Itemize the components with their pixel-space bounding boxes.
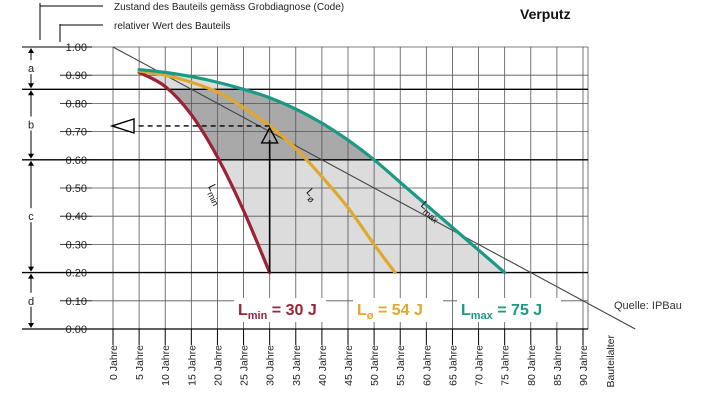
- class-label: c: [28, 211, 34, 223]
- x-tick-label: 10 Jahre: [160, 345, 172, 386]
- x-tick-label: 25 Jahre: [239, 345, 251, 386]
- shade-dark: [167, 89, 375, 160]
- y-tick-label: 0.90: [66, 70, 87, 82]
- x-tick-label: 70 Jahre: [474, 345, 486, 386]
- x-tick-label: 65 Jahre: [447, 345, 459, 386]
- x-tick-label: 35 Jahre: [291, 345, 303, 386]
- legend-bg: [234, 298, 326, 322]
- x-tick-label: 45 Jahre: [343, 345, 355, 386]
- x-tick-label: 15 Jahre: [186, 345, 198, 386]
- legend-bg: [457, 298, 561, 322]
- class-arrow-up: [28, 273, 34, 279]
- x-tick-label: 50 Jahre: [369, 345, 381, 386]
- source-label: Quelle: IPBau: [614, 300, 682, 312]
- legend-value-label: relativer Wert des Bauteils: [114, 21, 231, 32]
- bottom-legend: Lmin = 30 J Lø = 54 J Lmax = 75 J: [234, 298, 561, 322]
- condition-classes: a b c d: [28, 48, 35, 328]
- class-label: d: [28, 296, 34, 308]
- y-tick-label: 1.00: [66, 42, 87, 54]
- curve-label-min: Lmin: [203, 182, 226, 207]
- linear-reference-line: [112, 46, 636, 330]
- y-tick-label: 0.40: [66, 211, 87, 223]
- y-tick-label: 0.70: [66, 127, 87, 139]
- x-tick-label: 85 Jahre: [552, 345, 564, 386]
- series-line-min: [137, 70, 272, 275]
- x-axis-title: Bauteilalter: [605, 334, 617, 387]
- class-arrow-down: [28, 83, 34, 89]
- x-tick-label: 40 Jahre: [317, 345, 329, 386]
- y-axis: 0.00 0.10 0.20 0.30 0.40 0.50 0.60 0.70 0.80 0.90…: [60, 42, 92, 336]
- y-tick-label: 0.50: [66, 183, 87, 195]
- annotation-up-arrowhead: [260, 126, 279, 144]
- annotation-left-arrowhead: [109, 118, 135, 134]
- x-tick-label: 75 Jahre: [500, 345, 512, 386]
- class-arrow-up: [28, 48, 34, 53]
- y-tick-label: 0.80: [66, 98, 87, 110]
- curve-label-sub: ø: [305, 194, 316, 205]
- series-line-max: [137, 67, 507, 275]
- class-label: a: [28, 63, 35, 75]
- x-tick-label: 55 Jahre: [395, 345, 407, 386]
- grid: [22, 46, 589, 330]
- legend-bg: [353, 298, 443, 322]
- x-tick-label: 0 Jahre: [108, 345, 120, 380]
- class-arrow-up: [28, 160, 34, 166]
- y-tick-label: 0.20: [66, 268, 87, 280]
- series-group: [137, 67, 507, 275]
- x-tick-label: 30 Jahre: [265, 345, 277, 386]
- y-tick-label: 0.30: [66, 239, 87, 251]
- series-line-ø: [137, 69, 397, 275]
- legend-entry-ø: Lø = 54 J: [357, 302, 423, 322]
- class-label: b: [28, 120, 34, 132]
- class-arrow-down: [28, 323, 34, 328]
- x-tick-label: 80 Jahre: [526, 345, 538, 386]
- legend-entry-sub: max: [471, 310, 494, 322]
- x-tick-label: 20 Jahre: [212, 345, 224, 386]
- legend-entry-sub: min: [248, 310, 268, 322]
- legend-entry-sub: ø: [367, 310, 374, 322]
- class-arrow-down: [28, 266, 34, 272]
- class-arrow-down: [28, 153, 34, 159]
- curve-label-sub: min: [205, 190, 220, 207]
- class-arrow-up: [28, 90, 34, 96]
- x-axis: 0 Jahre 5 Jahre 10 Jahre 15 Jahre 20 Jahre 25…: [108, 329, 617, 388]
- chart-title: Verputz: [520, 6, 571, 22]
- reference-line: [112, 46, 636, 330]
- top-legend: Zustand des Bauteils gemäss Grobdiagnose…: [39, 2, 344, 42]
- legend-code-label: Zustand des Bauteils gemäss Grobdiagnose…: [114, 2, 344, 13]
- legend-entry-value: = 30 J: [267, 302, 316, 319]
- x-tick-label: 60 Jahre: [421, 345, 433, 386]
- x-tick-label: 90 Jahre: [578, 345, 590, 386]
- x-tick-label: 5 Jahre: [134, 345, 146, 380]
- y-tick-label: 0.60: [66, 155, 87, 167]
- y-tick-label: 0.10: [66, 296, 87, 308]
- legend-entry-value: = 75 J: [493, 302, 542, 319]
- y-tick-label: 0.00: [66, 324, 87, 336]
- legend-entry-value: = 54 J: [374, 302, 423, 319]
- annotation-arrows: [109, 118, 279, 273]
